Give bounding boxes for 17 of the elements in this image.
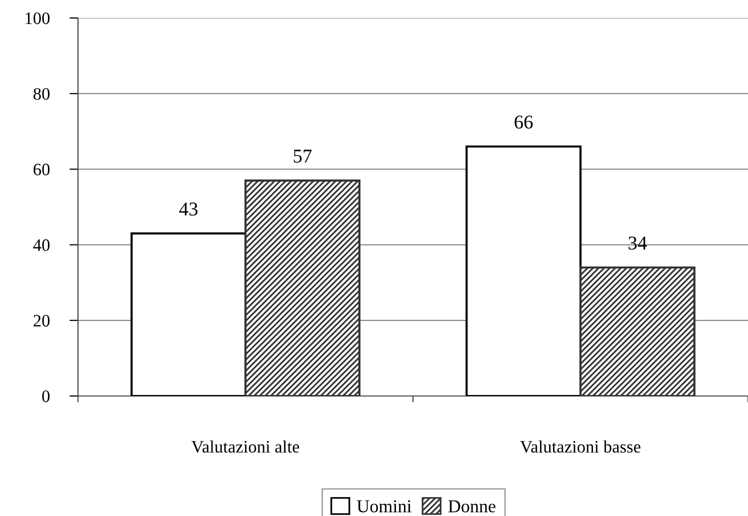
x-tick-label: Valutazioni basse	[520, 440, 640, 453]
y-tick-label: 100	[26, 12, 50, 24]
data-label: 66	[514, 116, 533, 129]
legend-label: Uomini	[356, 500, 412, 512]
y-tick-label: 20	[34, 314, 50, 327]
data-label: 34	[628, 236, 647, 250]
x-tick-label: Valutazioni alte	[191, 440, 300, 453]
y-tick-label: 0	[42, 390, 50, 402]
data-label: 43	[179, 202, 198, 216]
y-tick-label: 80	[34, 88, 50, 100]
y-tick-label: 40	[33, 239, 50, 251]
bar	[244, 179, 360, 396]
legend-label: Donne	[448, 500, 496, 512]
data-label: 57	[294, 150, 312, 163]
y-tick-label: 60	[34, 164, 50, 176]
bar	[579, 266, 696, 396]
bar	[466, 145, 582, 396]
